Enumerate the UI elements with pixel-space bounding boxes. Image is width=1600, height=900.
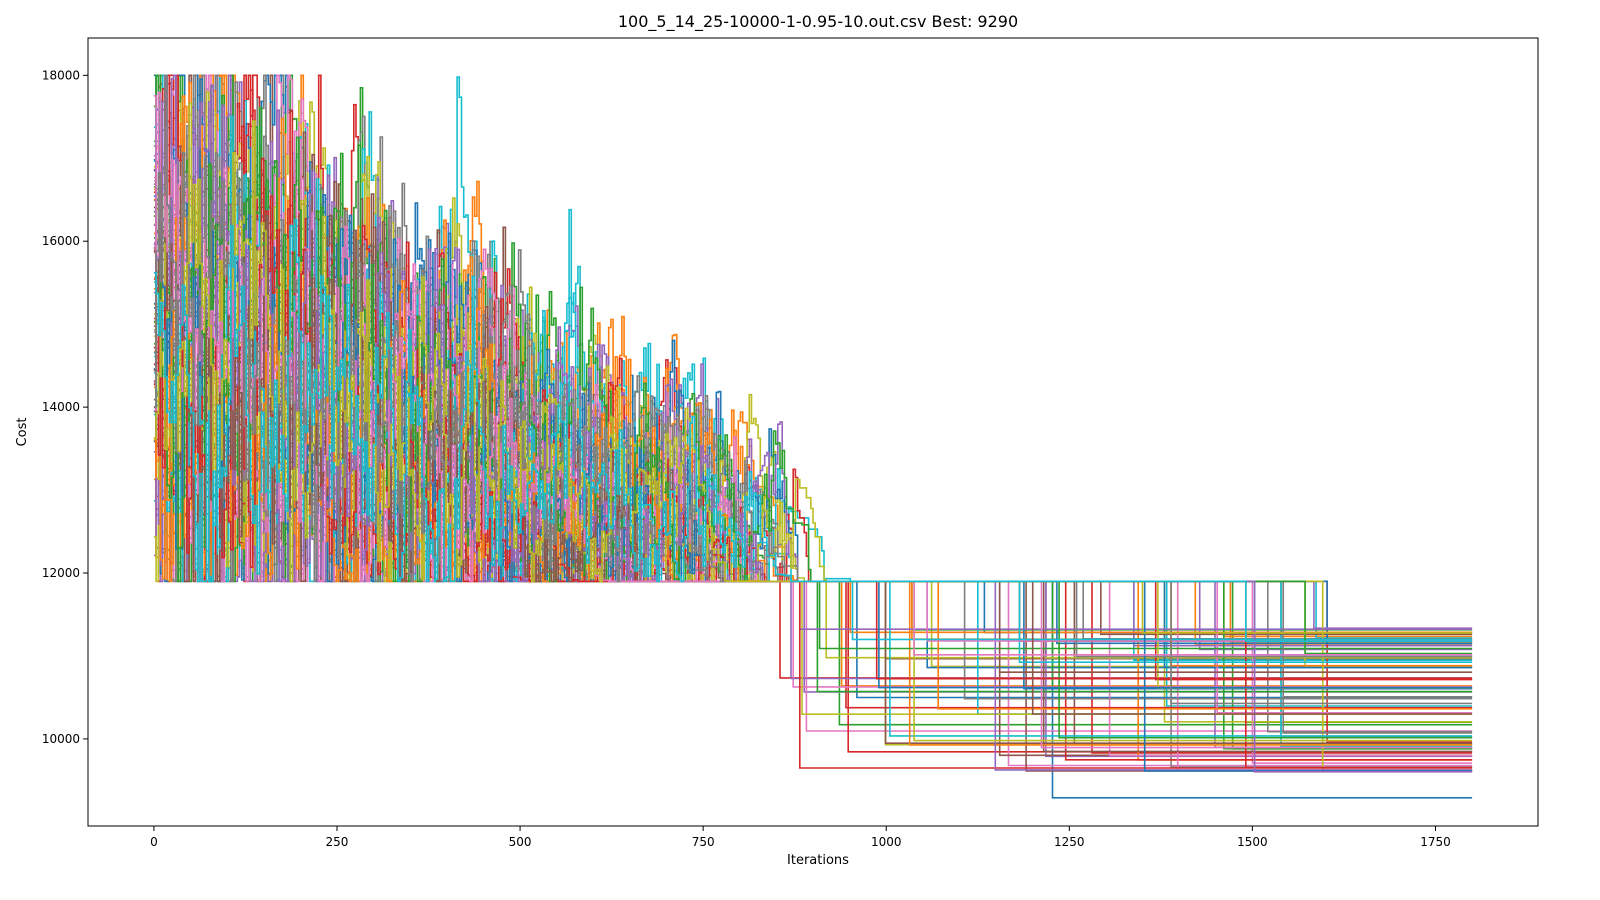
x-tick-label: 1250 [1054,835,1085,849]
chart-title: 100_5_14_25-10000-1-0.95-10.out.csv Best… [618,12,1018,32]
x-axis-ticks: 0 250 500 750 1000 1250 1500 1750 [150,826,1451,849]
y-tick-label: 18000 [42,68,80,82]
y-tick-label: 14000 [42,400,80,414]
x-axis-label: Iterations [787,853,849,868]
plot-frame [87,37,1539,827]
series-layer [153,74,1473,799]
x-tick-label: 0 [150,835,158,849]
y-tick-label: 10000 [42,732,80,746]
y-axis-label: Cost [15,418,30,447]
x-tick-label: 1750 [1420,835,1451,849]
x-tick-label: 1500 [1237,835,1268,849]
y-axis-ticks: 10000 12000 14000 16000 18000 [42,68,88,746]
x-tick-label: 500 [509,835,532,849]
series-line [153,218,1473,643]
x-tick-label: 750 [692,835,715,849]
y-tick-label: 12000 [42,566,80,580]
y-tick-label: 16000 [42,234,80,248]
x-tick-label: 1000 [871,835,902,849]
x-tick-label: 250 [326,835,349,849]
